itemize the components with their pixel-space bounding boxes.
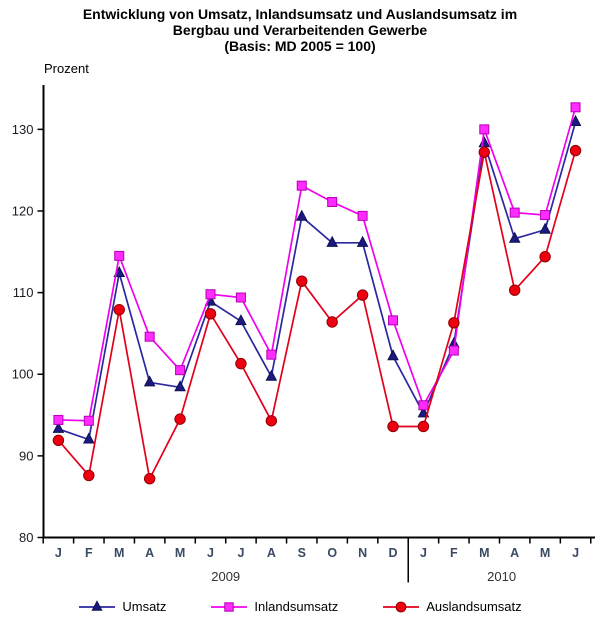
y-tick-label: 120 [12, 203, 34, 218]
month-label: F [450, 546, 458, 560]
inlandsumsatz-marker [266, 349, 277, 360]
auslandsumsatz-marker [174, 413, 186, 425]
umsatz-marker [265, 369, 278, 381]
auslandsumsatz-marker [204, 308, 217, 320]
y-tick-label: 130 [12, 122, 34, 137]
auslandsumsatz-marker [417, 420, 430, 433]
line-chart: 80 90 100 110 120 130 J F M A M J J A S O N D J F M A M J 2009 20… [12, 85, 595, 584]
auslandsumsatz-marker [143, 473, 156, 485]
inlandsumsatz-marker [509, 207, 520, 218]
chart-title-line3: (Basis: MD 2005 = 100) [224, 38, 376, 54]
umsatz-marker [417, 406, 430, 418]
month-label: M [540, 546, 550, 560]
umsatz-marker [82, 432, 95, 444]
chart-title-line2: Bergbau und Verarbeitenden Gewerbe [172, 22, 428, 38]
auslandsumsatz-marker [296, 275, 308, 287]
umsatz-marker [235, 314, 247, 326]
month-label: N [358, 546, 367, 560]
y-tick-label: 90 [19, 448, 33, 463]
inlandsumsatz-marker [205, 289, 216, 300]
y-tick-label: 80 [19, 530, 33, 545]
auslandsumsatz-marker [509, 284, 521, 296]
legend-item-inlandsumsatz: Inlandsumsatz [210, 599, 338, 614]
auslandsumsatz-marker [83, 469, 95, 482]
inlandsumsatz-marker [479, 124, 490, 135]
legend-marker [395, 601, 407, 612]
inlandsumsatz-marker [235, 292, 246, 303]
umsatz-marker [539, 222, 551, 234]
auslandsumsatz-marker [387, 420, 399, 433]
inlandsumsatz-legend-marker-icon [211, 601, 248, 612]
inlandsumsatz-marker [570, 102, 581, 113]
legend-label-umsatz: Umsatz [122, 599, 167, 614]
month-label: A [145, 546, 154, 560]
year-label: 2009 [211, 569, 240, 584]
month-label: O [327, 546, 337, 560]
umsatz-marker [356, 235, 369, 247]
inlandsumsatz-marker [327, 197, 338, 208]
umsatz-marker [326, 235, 339, 247]
inlandsumsatz-marker [175, 365, 186, 376]
umsatz-legend-marker-icon [79, 599, 116, 611]
umsatz-marker [569, 114, 582, 127]
month-label: J [55, 546, 62, 560]
chart-title: Entwicklung von Umsatz, Inlandsumsatz un… [0, 6, 600, 54]
y-tick-label: 110 [13, 285, 34, 300]
month-label: A [510, 546, 519, 560]
inlandsumsatz-marker [296, 180, 307, 191]
auslandsumsatz-marker [265, 415, 278, 427]
auslandsumsatz-legend-marker-icon [383, 601, 420, 612]
umsatz-marker [387, 349, 399, 361]
legend-marker [224, 601, 235, 612]
auslandsumsatz-marker [569, 144, 582, 157]
auslandsumsatz-marker [448, 317, 460, 329]
inlandsumsatz-marker [388, 315, 399, 326]
legend-label-auslandsumsatz: Auslandsumsatz [426, 599, 522, 614]
inlandsumsatz-marker [53, 414, 64, 425]
inlandsumsatz-marker [114, 250, 125, 261]
inlandsumsatz-marker [448, 345, 459, 356]
inlandsumsatz-marker [540, 210, 551, 221]
year-label: 2010 [487, 569, 516, 584]
y-tick-label: 100 [12, 367, 34, 382]
auslandsumsatz-marker [113, 304, 125, 316]
legend-item-umsatz: Umsatz [78, 599, 166, 614]
inlandsumsatz-marker [357, 210, 368, 221]
month-label: J [572, 546, 579, 560]
auslandsumsatz-marker [539, 250, 551, 263]
chart-title-line1: Entwicklung von Umsatz, Inlandsumsatz un… [82, 6, 518, 22]
y-axis-label: Prozent [44, 61, 89, 76]
auslandsumsatz-marker [235, 357, 247, 370]
auslandsumsatz-marker [326, 316, 338, 328]
month-label: J [420, 546, 427, 560]
month-label: M [479, 546, 489, 560]
umsatz-marker [143, 375, 156, 387]
month-label: F [85, 546, 93, 560]
umsatz-marker [52, 421, 65, 433]
inlandsumsatz-marker [144, 331, 155, 342]
inlandsumsatz-marker [418, 400, 429, 411]
umsatz-marker [508, 231, 521, 243]
chart-legend: Umsatz Inlandsumsatz Auslandsumsatz [0, 599, 600, 614]
legend-label-inlandsumsatz: Inlandsumsatz [254, 599, 339, 614]
auslandsumsatz-marker [478, 146, 490, 158]
month-label: A [267, 546, 276, 560]
month-label: J [237, 546, 244, 560]
inlandsumsatz-marker [83, 415, 94, 426]
auslandsumsatz-marker [52, 434, 65, 447]
auslandsumsatz-line [57, 150, 577, 482]
auslandsumsatz-marker [356, 289, 369, 301]
legend-marker [91, 599, 103, 611]
month-label: M [175, 546, 185, 560]
legend-item-auslandsumsatz: Auslandsumsatz [382, 599, 522, 614]
umsatz-marker [295, 209, 308, 221]
umsatz-marker [174, 380, 186, 392]
inlandsumsatz-line [58, 107, 577, 422]
month-label: D [389, 546, 398, 560]
umsatz-line [58, 121, 577, 441]
month-label: J [207, 546, 214, 560]
month-label: M [114, 546, 124, 560]
month-label: S [298, 546, 306, 560]
